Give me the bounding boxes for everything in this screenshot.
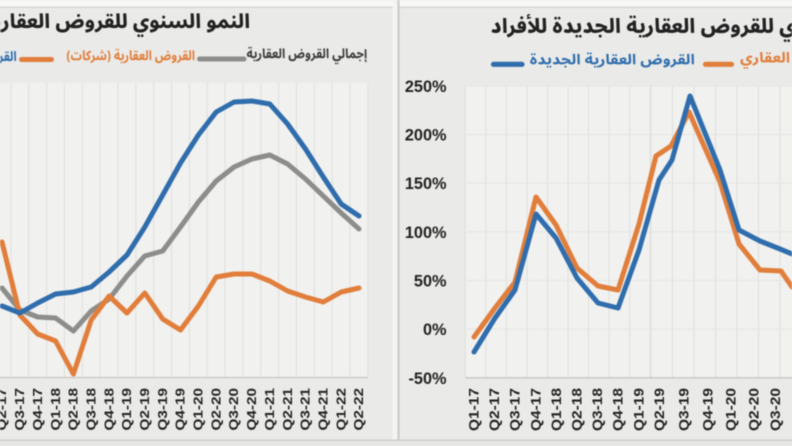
- svg-text:Q1-20: Q1-20: [191, 388, 206, 431]
- svg-text:Q2-19: Q2-19: [137, 388, 152, 431]
- svg-text:Q4-20: Q4-20: [244, 388, 259, 431]
- svg-text:Q1-18: Q1-18: [549, 387, 564, 431]
- svg-text:Q2-18: Q2-18: [66, 388, 81, 431]
- svg-text:Q3-18: Q3-18: [84, 388, 99, 431]
- svg-text:Q2-19: Q2-19: [652, 388, 667, 431]
- svg-text:Q4-19: Q4-19: [173, 388, 188, 431]
- svg-text:Q1-20: Q1-20: [724, 388, 739, 431]
- svg-text:0%: 0%: [423, 321, 447, 339]
- svg-text:Q3-19: Q3-19: [677, 388, 692, 431]
- svg-text:Q4-21: Q4-21: [316, 388, 331, 431]
- svg-text:Q1-18: Q1-18: [48, 388, 63, 431]
- svg-text:Q4-19: Q4-19: [701, 388, 716, 431]
- svg-text:Q4-17: Q4-17: [528, 388, 543, 431]
- svg-text:Q2-22: Q2-22: [351, 388, 366, 431]
- svg-text:Q2-20: Q2-20: [208, 388, 223, 431]
- svg-text:100%: 100%: [405, 224, 447, 242]
- svg-text:Q2-18: Q2-18: [570, 387, 585, 431]
- svg-text:Q3-19: Q3-19: [155, 388, 170, 431]
- svg-text:Q2-17: Q2-17: [0, 388, 9, 431]
- svg-text:Q3-20: Q3-20: [768, 388, 783, 431]
- svg-text:Q1-21: Q1-21: [262, 388, 277, 431]
- svg-text:Q4-17: Q4-17: [30, 388, 45, 431]
- svg-text:Q3-18: Q3-18: [590, 387, 605, 431]
- svg-text:Q3-17: Q3-17: [508, 388, 523, 431]
- svg-text:50%: 50%: [414, 273, 447, 291]
- svg-text:150%: 150%: [405, 175, 447, 193]
- svg-text:Q1-19: Q1-19: [119, 388, 134, 431]
- svg-text:Q1-17: Q1-17: [467, 388, 482, 431]
- svg-text:Q4-18: Q4-18: [101, 388, 116, 431]
- svg-text:Q2-20: Q2-20: [747, 388, 762, 431]
- svg-text:Q3-17: Q3-17: [12, 388, 27, 431]
- svg-text:Q2-21: Q2-21: [280, 388, 295, 431]
- svg-text:Q1-19: Q1-19: [631, 388, 646, 431]
- svg-text:Q3-20: Q3-20: [226, 388, 241, 431]
- svg-text:Q1-22: Q1-22: [333, 388, 348, 431]
- svg-text:200%: 200%: [405, 127, 447, 145]
- svg-text:Q4-18: Q4-18: [611, 387, 626, 431]
- svg-text:Q2-17: Q2-17: [487, 388, 502, 431]
- svg-text:Q3-21: Q3-21: [298, 388, 313, 431]
- svg-text:250%: 250%: [405, 78, 447, 96]
- svg-text:-50%: -50%: [408, 370, 447, 388]
